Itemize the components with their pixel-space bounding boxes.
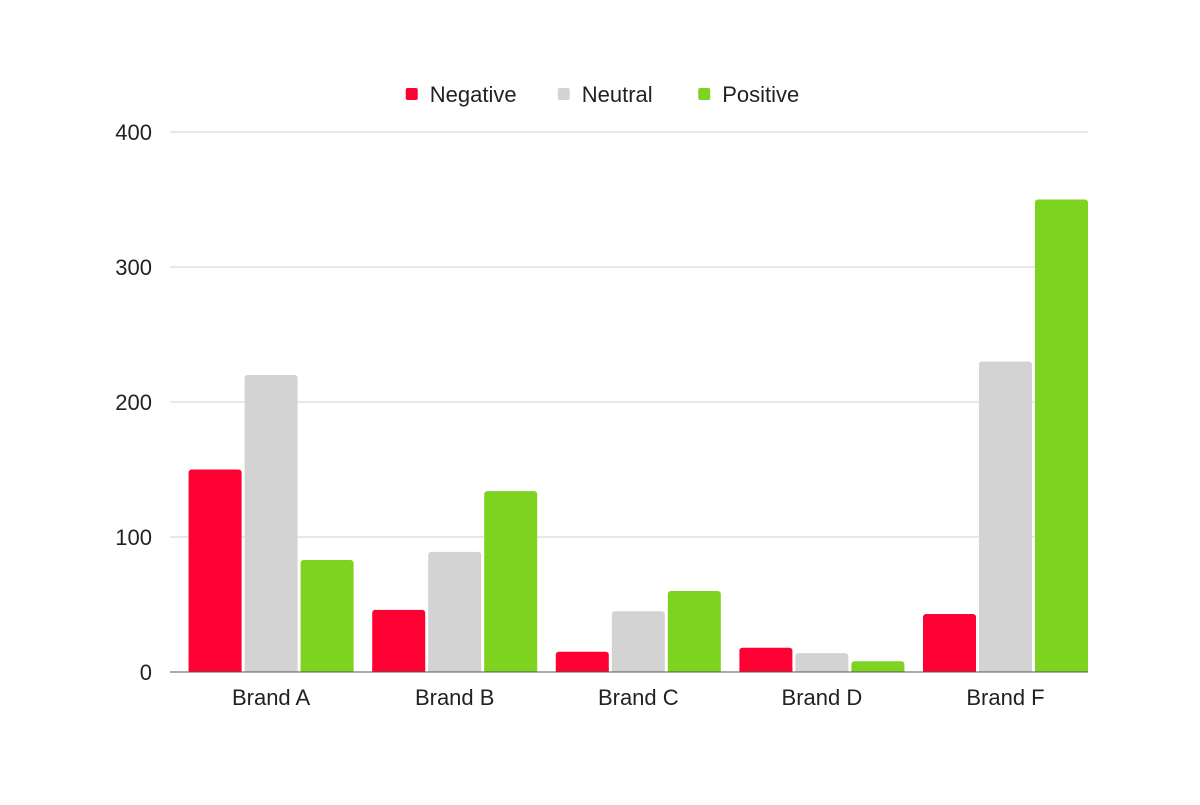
bar-base-negative <box>372 668 426 672</box>
x-tick-label: Brand A <box>232 685 311 710</box>
bar-negative-brand-c <box>555 651 609 672</box>
legend: Negative Neutral Positive <box>405 82 799 107</box>
bar-neutral-brand-c <box>611 611 665 672</box>
bar-negative-brand-f <box>923 613 976 672</box>
bar-positive-brand-c <box>667 591 721 672</box>
bar-base-positive <box>1035 668 1088 672</box>
bar-base-neutral <box>611 668 665 672</box>
bar-positive-brand-b <box>484 491 538 672</box>
grid-layer <box>170 131 1088 538</box>
bar-base-neutral <box>244 668 298 672</box>
bar-base-negative <box>739 668 793 672</box>
bar-base-positive <box>851 668 905 672</box>
y-tick-label: 300 <box>115 255 152 280</box>
bar-positive-brand-f <box>1035 199 1088 672</box>
x-tick-label: Brand C <box>598 685 679 710</box>
bar-base-neutral <box>428 668 482 672</box>
bar-negative-brand-b <box>372 609 426 672</box>
y-tick-label: 0 <box>140 660 152 685</box>
legend-label-positive: Positive <box>722 82 799 107</box>
bar-base-positive <box>484 668 538 672</box>
legend-label-negative: Negative <box>430 82 517 107</box>
x-tick-label: Brand B <box>415 685 495 710</box>
bar-base-negative <box>555 668 609 672</box>
bar-base-negative <box>188 668 242 672</box>
y-tick-label: 100 <box>115 525 152 550</box>
legend-swatch-neutral <box>557 88 570 100</box>
bars-layer <box>188 199 1088 672</box>
bar-neutral-brand-a <box>244 375 298 672</box>
y-tick-label: 400 <box>115 120 152 145</box>
bar-base-neutral <box>795 668 849 672</box>
bar-base-positive <box>300 668 354 672</box>
x-tick-label: Brand F <box>966 685 1044 710</box>
legend-label-neutral: Neutral <box>582 82 653 107</box>
axis-layer: 0 100 200 300 400 Brand A Brand B Brand C Brand … <box>115 120 1088 710</box>
x-tick-label: Brand D <box>782 685 863 710</box>
legend-swatch-negative <box>405 88 418 100</box>
bar-negative-brand-d <box>739 647 793 672</box>
bar-neutral-brand-b <box>428 551 482 672</box>
bar-base-neutral <box>979 668 1032 672</box>
legend-swatch-positive <box>698 88 711 100</box>
bar-negative-brand-a <box>188 469 242 672</box>
bar-positive-brand-a <box>300 559 354 672</box>
bar-neutral-brand-f <box>979 361 1032 672</box>
y-tick-label: 200 <box>115 390 152 415</box>
bar-neutral-brand-d <box>795 653 849 672</box>
bar-base-negative <box>923 668 976 672</box>
bar-base-positive <box>667 668 721 672</box>
